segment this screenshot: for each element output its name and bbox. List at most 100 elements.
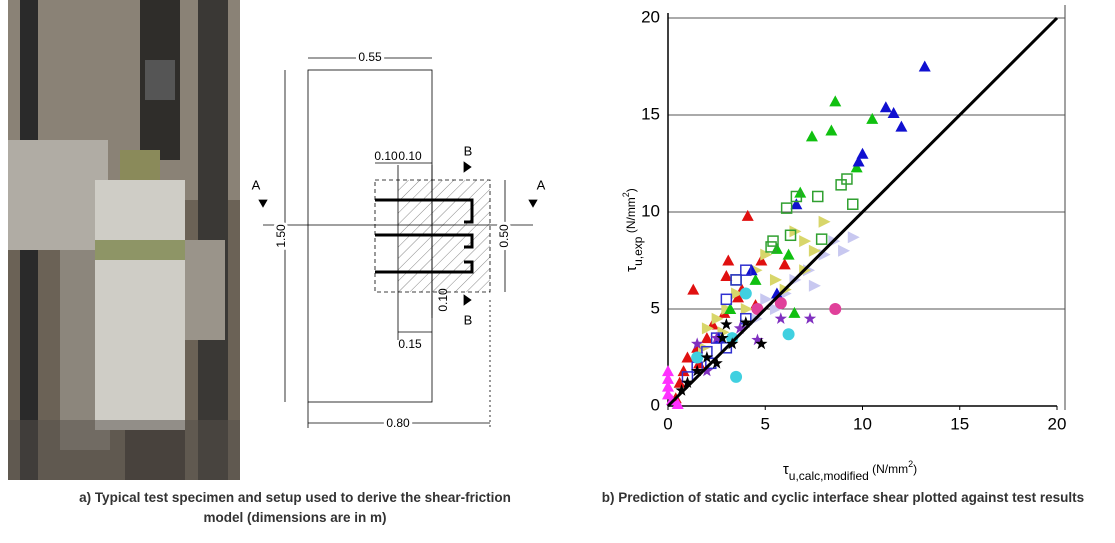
caption: b) Prediction of static and cyclic inter… (601, 490, 1085, 505)
dimension-label: 1.50 (274, 224, 288, 248)
dimension-label: 0.10 (436, 288, 450, 312)
dimension-label: 0.10 (398, 149, 422, 163)
data-point (720, 293, 733, 306)
y-tick-label: 20 (641, 7, 660, 26)
data-point (716, 331, 729, 344)
data-point (749, 273, 762, 285)
data-point (866, 112, 879, 124)
y-label-part: τ (623, 266, 640, 272)
data-point (700, 351, 714, 363)
drawing (258, 57, 538, 428)
y-label-part: ) (624, 188, 638, 192)
data-point (829, 95, 842, 107)
data-point (662, 365, 674, 377)
data-point (838, 244, 851, 257)
y-axis-label: τu,exp (N/mm2) (621, 188, 645, 272)
data-point (815, 233, 828, 245)
y-tick-label: 0 (651, 395, 660, 414)
reference-line (666, 16, 1059, 408)
data-point (745, 264, 758, 276)
data-point (724, 303, 737, 314)
data-point (895, 120, 908, 132)
data-point (700, 332, 713, 344)
data-point (691, 337, 704, 350)
data-point (681, 376, 694, 388)
data-point (677, 365, 690, 377)
x-tick-label: 5 (761, 414, 770, 433)
x-axis-label: τu,calc,modified (N/mm2) (783, 459, 917, 483)
data-point (720, 270, 733, 282)
data-point (740, 303, 753, 315)
data-point (739, 316, 752, 328)
data-point (852, 155, 865, 167)
data-point (732, 291, 745, 303)
data-point (856, 147, 869, 159)
data-point (847, 198, 859, 210)
y-tick-label: 10 (641, 201, 660, 220)
data-point (799, 235, 812, 248)
dimension-label: 0.55 (358, 50, 382, 64)
y-label-part: 2 (621, 192, 631, 197)
x-label-part: ) (913, 462, 917, 476)
section-mark: A (537, 177, 546, 192)
dimension-label: 0.50 (497, 224, 511, 248)
data-point (780, 202, 793, 214)
y-tick-label: 5 (651, 298, 660, 317)
x-label-part: τ (783, 461, 789, 478)
data-point (760, 248, 773, 261)
section-mark: B (464, 143, 473, 158)
data-point (805, 130, 818, 142)
x-tick-label: 15 (950, 414, 969, 433)
data-point (675, 384, 688, 396)
data-point (733, 321, 747, 334)
caption: a) Typical test specimen and setup used … (79, 490, 511, 525)
data-point (730, 274, 742, 286)
data-point (767, 235, 779, 247)
data-point (825, 124, 838, 136)
data-point (769, 273, 782, 286)
y-tick-label: 15 (641, 104, 660, 123)
data-point (835, 179, 847, 191)
data-point (765, 241, 777, 253)
data-point (741, 209, 754, 221)
data-point (698, 341, 711, 354)
data-point (887, 107, 900, 119)
data-point (770, 242, 783, 254)
data-point (818, 215, 831, 228)
y-label-part: (N/mm (624, 197, 638, 236)
data-point (730, 370, 743, 383)
data-point (850, 161, 863, 173)
data-point (841, 173, 853, 185)
data-point (691, 351, 704, 364)
data-point (720, 342, 733, 354)
data-point (687, 283, 700, 295)
x-tick-label: 0 (663, 414, 672, 433)
x-tick-label: 20 (1048, 414, 1067, 433)
data-point (662, 372, 674, 384)
data-point (710, 331, 723, 344)
data-point (760, 293, 773, 306)
data-point (751, 333, 764, 346)
data-point (808, 244, 821, 257)
data-point (700, 364, 714, 377)
section-mark: A (252, 177, 261, 192)
data-point (774, 312, 787, 324)
data-point (769, 303, 782, 315)
data-point (739, 287, 752, 300)
data-point (803, 312, 817, 324)
dimension-label: 0.15 (398, 337, 422, 351)
data-point (731, 287, 744, 300)
x-label-part: u,calc,modified (789, 469, 869, 483)
y-label-part: u,exp (631, 236, 645, 266)
x-label-part: 2 (908, 459, 913, 469)
x-label-part: (N/mm (869, 462, 908, 476)
data-point (740, 264, 752, 276)
data-point (879, 101, 892, 113)
data-point (730, 274, 742, 286)
data-point (671, 398, 684, 410)
data-point (782, 328, 795, 341)
data-point (662, 380, 674, 392)
data-point (782, 248, 795, 260)
data-point (847, 231, 860, 244)
